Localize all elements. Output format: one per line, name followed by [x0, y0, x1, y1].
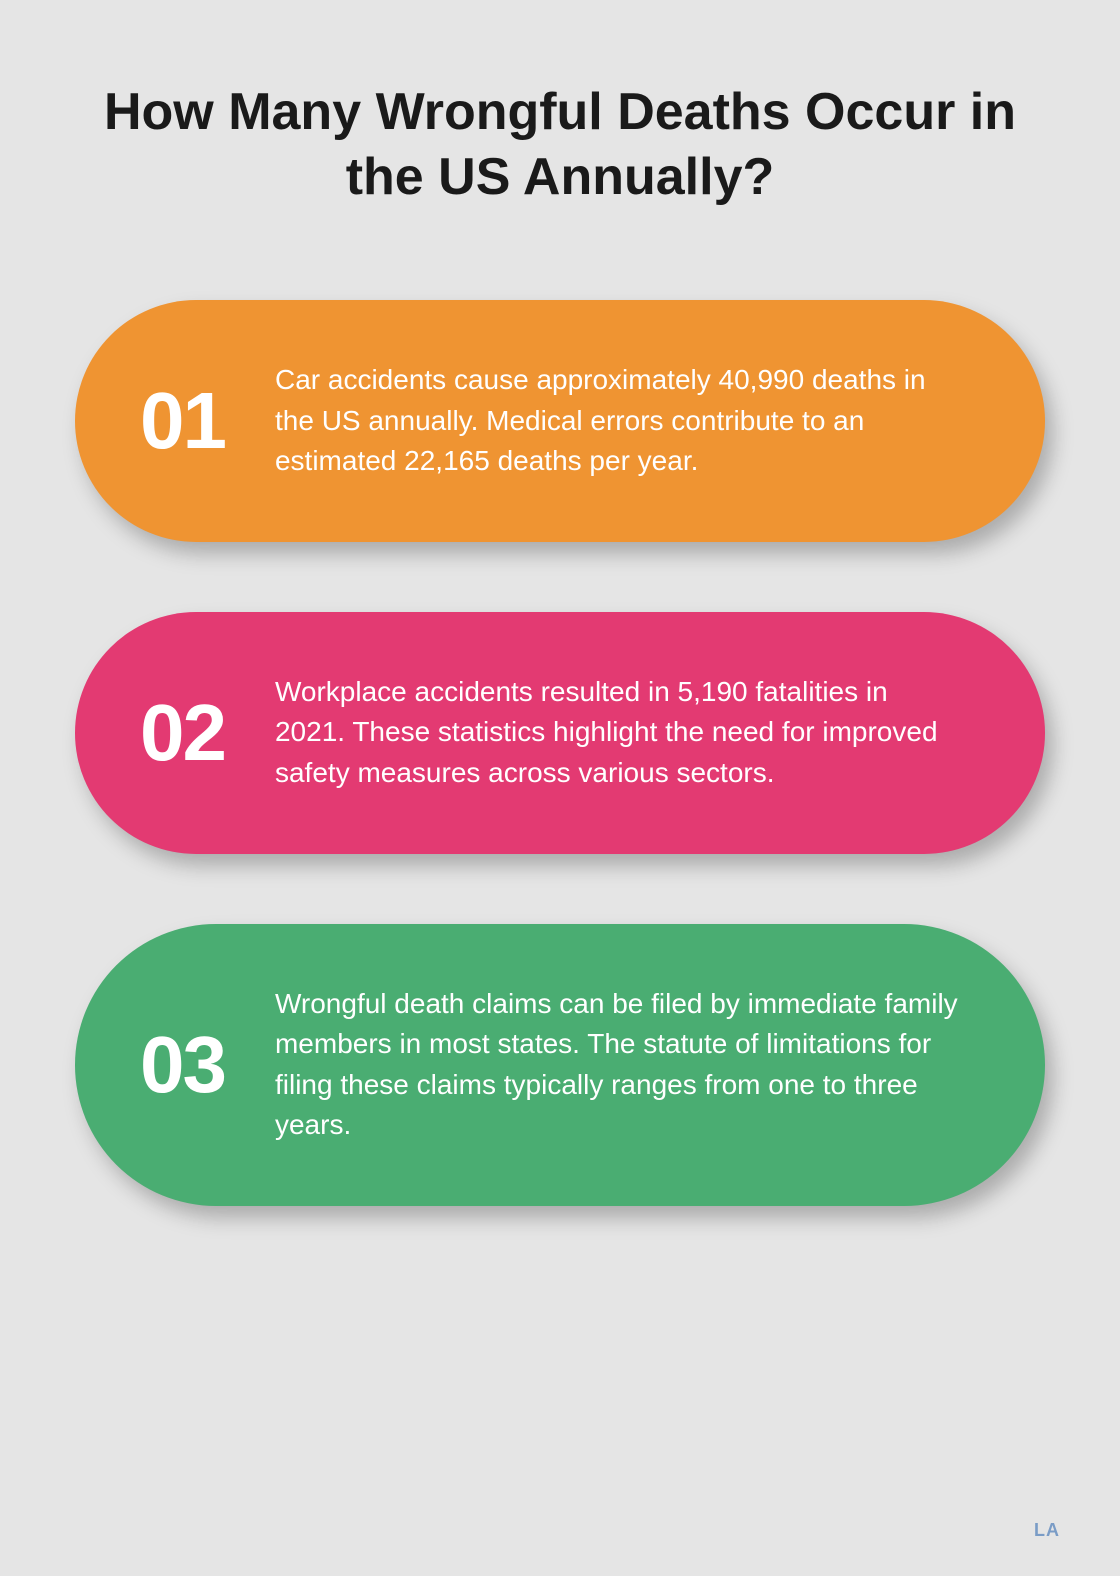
pill-text: Workplace accidents resulted in 5,190 fa… [275, 672, 965, 794]
pill-number: 01 [140, 375, 225, 467]
pill-number: 03 [140, 1019, 225, 1111]
info-pill-1: 01 Car accidents cause approximately 40,… [75, 300, 1045, 542]
pill-text: Wrongful death claims can be filed by im… [275, 984, 965, 1146]
pills-container: 01 Car accidents cause approximately 40,… [75, 300, 1045, 1206]
logo-icon: LA [1034, 1520, 1060, 1541]
pill-text: Car accidents cause approximately 40,990… [275, 360, 965, 482]
page-title: How Many Wrongful Deaths Occur in the US… [75, 80, 1045, 210]
pill-number: 02 [140, 687, 225, 779]
info-pill-3: 03 Wrongful death claims can be filed by… [75, 924, 1045, 1206]
info-pill-2: 02 Workplace accidents resulted in 5,190… [75, 612, 1045, 854]
